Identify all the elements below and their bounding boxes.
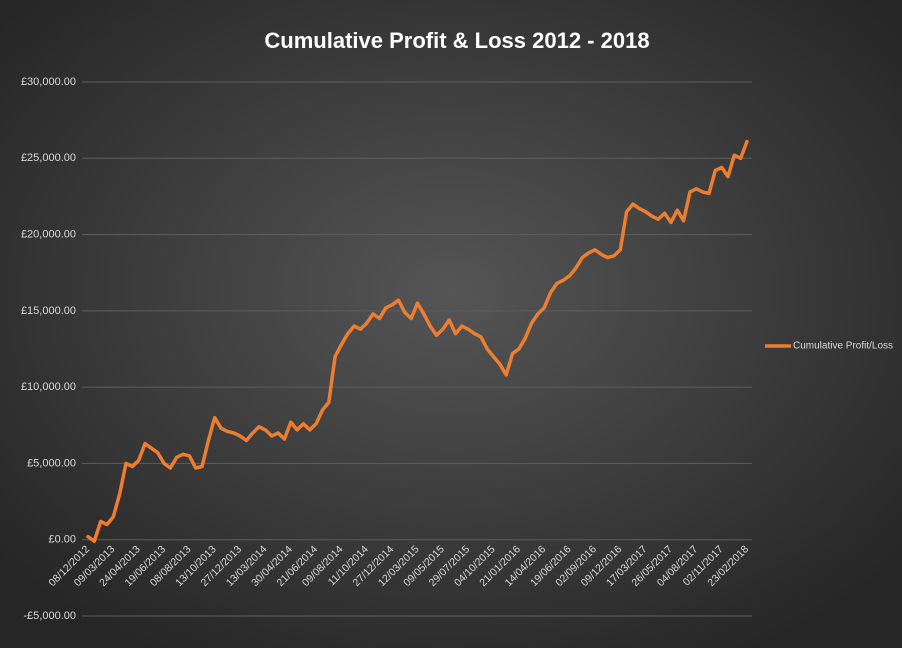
chart-title: Cumulative Profit & Loss 2012 - 2018 xyxy=(264,28,649,53)
y-tick-label: £15,000.00 xyxy=(21,305,76,317)
y-tick-label: £25,000.00 xyxy=(21,152,76,164)
y-tick-label: -£5,000.00 xyxy=(23,610,76,622)
y-tick-label: £10,000.00 xyxy=(21,381,76,393)
y-tick-label: £30,000.00 xyxy=(21,76,76,88)
y-tick-label: £0.00 xyxy=(48,534,76,546)
data-line xyxy=(86,139,749,543)
legend-label: Cumulative Profit/Loss xyxy=(793,341,893,352)
y-tick-label: £5,000.00 xyxy=(27,457,76,469)
y-tick-label: £20,000.00 xyxy=(21,228,76,240)
